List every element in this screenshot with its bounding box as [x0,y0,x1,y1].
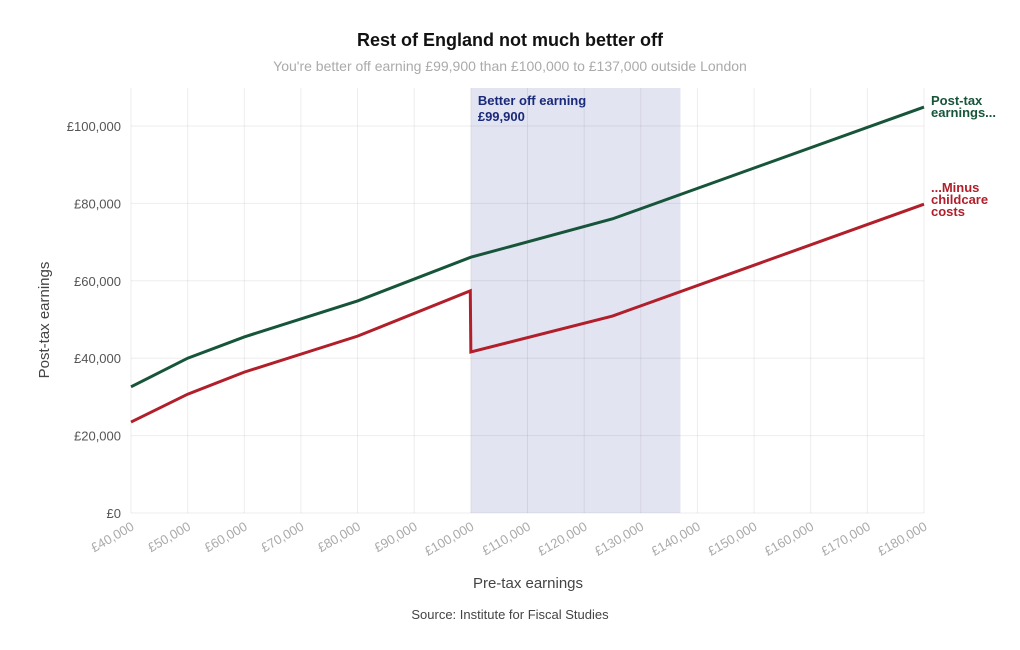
source-note: Source: Institute for Fiscal Studies [411,607,609,622]
y-tick-label: £60,000 [74,274,121,289]
shaded-region-label: £99,900 [478,109,525,124]
x-tick-label: £170,000 [818,519,872,559]
x-tick-label: £110,000 [479,519,533,559]
x-tick-label: £150,000 [705,519,759,559]
chart-title: Rest of England not much better off [357,30,664,50]
x-axis-label: Pre-tax earnings [473,575,583,592]
y-tick-label: £100,000 [67,119,121,134]
series-label: childcare [931,192,988,207]
series-line-1 [130,202,925,424]
y-tick-label: £20,000 [74,429,121,444]
x-tick-label: £60,000 [202,519,250,555]
x-tick-label: £80,000 [315,519,363,555]
x-tick-label: £160,000 [762,519,816,559]
x-tick-label: £90,000 [372,519,420,555]
x-tick-label: £50,000 [145,519,193,555]
shaded-region [470,88,681,513]
y-axis-label: Post-tax earnings [36,262,53,379]
series-label: earnings... [931,105,996,120]
x-tick-label: £140,000 [648,519,702,559]
y-tick-label: £0 [107,506,121,521]
x-tick-label: £120,000 [535,519,589,559]
series-label: costs [931,204,965,219]
series-label: ...Minus [931,180,979,195]
x-tick-label: £100,000 [422,519,476,559]
series-label: Post-tax [931,93,983,108]
x-tick-label: £180,000 [875,519,929,559]
x-tick-label: £130,000 [592,519,646,559]
y-tick-label: £40,000 [74,351,121,366]
series-line-0 [130,105,925,389]
shaded-region-label: Better off earning [478,93,586,108]
chart-subtitle: You're better off earning £99,900 than £… [273,58,747,74]
y-tick-label: £80,000 [74,196,121,211]
x-tick-label: £40,000 [88,519,136,555]
x-tick-label: £70,000 [258,519,306,555]
